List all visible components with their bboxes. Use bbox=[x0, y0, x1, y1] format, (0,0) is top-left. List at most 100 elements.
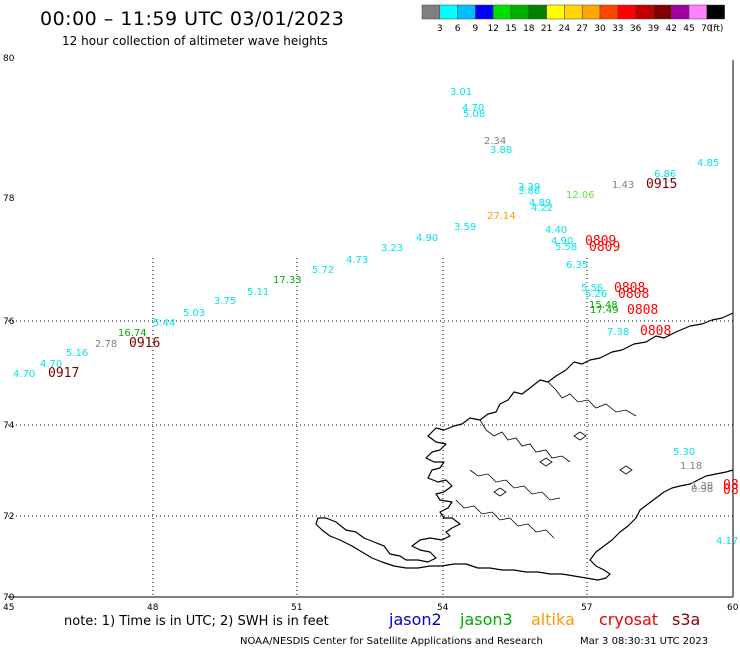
wave-height-value: 1.43 bbox=[612, 180, 634, 191]
lat-label: 78 bbox=[3, 194, 15, 204]
pass-time-label: 0809 bbox=[589, 240, 620, 255]
credit-line: NOAA/NESDIS Center for Satellite Applica… bbox=[240, 636, 543, 647]
pass-time-label: 0808 bbox=[614, 281, 645, 296]
colorbar-swatch bbox=[546, 4, 565, 20]
latitude-labels: 80 78 76 74 72 70 bbox=[3, 54, 15, 603]
colorbar-swatch bbox=[421, 4, 441, 20]
colorbar-tick-label: 45 bbox=[683, 24, 694, 34]
wave-height-value: 4.17 bbox=[716, 536, 738, 547]
colorbar-tick-label: 70 bbox=[701, 24, 713, 34]
colorbar-tick-label: 30 bbox=[594, 24, 606, 34]
wave-height-value: 3.75 bbox=[214, 296, 236, 307]
lat-label: 74 bbox=[3, 421, 15, 431]
generation-timestamp: Mar 3 08:30:31 UTC 2023 bbox=[580, 636, 708, 647]
lon-label: 51 bbox=[291, 603, 302, 613]
colorbar-swatch bbox=[457, 4, 476, 20]
colorbar-swatch bbox=[510, 4, 530, 20]
coast-detail-4 bbox=[455, 499, 555, 539]
colorbar-swatch bbox=[617, 4, 636, 20]
wave-height-value: 5.30 bbox=[673, 447, 695, 458]
wave-height-value: 5.03 bbox=[183, 308, 205, 319]
colorbar-tick-label: 36 bbox=[630, 24, 642, 34]
island-1 bbox=[573, 431, 587, 441]
wave-height-value: 4.89 bbox=[529, 198, 551, 209]
wave-height-value: 17.33 bbox=[273, 275, 302, 286]
pass-time-labels: 0915 0809 0809 0808 0808 0808 0808 0916 … bbox=[48, 177, 739, 498]
island-4 bbox=[619, 465, 633, 475]
wave-height-value: 0.98 bbox=[691, 484, 713, 495]
legend-jason3: jason3 bbox=[459, 610, 513, 629]
legend-jason2: jason2 bbox=[388, 610, 442, 629]
wave-height-value: 4.73 bbox=[346, 255, 368, 266]
graticule bbox=[8, 258, 733, 597]
wave-height-value: 5.11 bbox=[247, 287, 269, 298]
coast-detail-2 bbox=[547, 381, 637, 417]
island-3 bbox=[493, 487, 507, 497]
legend-cryosat: cryosat bbox=[599, 610, 658, 629]
lon-label: 54 bbox=[437, 603, 449, 613]
colorbar-swatch bbox=[564, 4, 583, 20]
colorbar-tick-label: 24 bbox=[559, 24, 571, 34]
map-title: 00:00 – 11:59 UTC 03/01/2023 bbox=[40, 8, 344, 30]
wave-height-value: 5.16 bbox=[66, 348, 88, 359]
colorbar-swatch bbox=[581, 4, 601, 20]
wave-height-value: 7.38 bbox=[607, 327, 629, 338]
wave-height-values: 3.01 4.70 5.08 2.34 3.88 4.85 6.86 1.43 … bbox=[13, 87, 738, 547]
lon-label: 45 bbox=[3, 603, 14, 613]
wave-height-value: 16.74 bbox=[118, 328, 147, 339]
wave-height-value: 17.49 bbox=[590, 305, 619, 316]
wave-height-value: 12.06 bbox=[566, 190, 595, 201]
wave-height-value: 5.72 bbox=[312, 265, 334, 276]
pass-time-label: 0808 bbox=[618, 287, 649, 302]
lat-label: 70 bbox=[3, 593, 15, 603]
pass-time-label: 0808 bbox=[640, 324, 671, 339]
pass-time-label: 0808 bbox=[627, 303, 658, 318]
colorbar-swatch bbox=[706, 4, 725, 20]
wave-height-value: 1.38 bbox=[691, 481, 713, 492]
legend-altika: altika bbox=[531, 610, 575, 629]
colorbar-tick-label: 15 bbox=[505, 24, 516, 34]
pass-time-label: 08 bbox=[723, 478, 739, 493]
pass-time-label: 0915 bbox=[646, 177, 677, 192]
wave-height-value: 27.14 bbox=[487, 211, 516, 222]
wave-height-value: 5.56 bbox=[581, 283, 603, 294]
colorbar-tick-label: 21 bbox=[541, 24, 552, 34]
map-subtitle: 12 hour collection of altimeter wave hei… bbox=[62, 34, 328, 48]
wave-height-value: 4.85 bbox=[697, 158, 719, 169]
island-2 bbox=[539, 457, 553, 467]
wave-height-value: 15.48 bbox=[589, 300, 618, 311]
wave-height-value: 6.35 bbox=[566, 260, 588, 271]
colorbar-tick-label: 39 bbox=[648, 24, 660, 34]
colorbar-tick-label: 18 bbox=[523, 24, 535, 34]
wave-height-value: 3.01 bbox=[450, 87, 472, 98]
colorbar-swatch bbox=[670, 4, 690, 20]
colorbar-swatch bbox=[475, 4, 494, 20]
wave-height-value: 4.70 bbox=[462, 103, 484, 114]
wave-height-value: 3.59 bbox=[454, 222, 476, 233]
colorbar-tick-label: 9 bbox=[473, 24, 479, 34]
colorbar-tick-label: 3 bbox=[437, 24, 443, 34]
lon-label: 60 bbox=[727, 603, 739, 613]
wave-height-value: 3.86 bbox=[518, 186, 540, 197]
longitude-labels: 45 48 51 54 57 60 bbox=[3, 603, 739, 613]
wave-height-value: 2.78 bbox=[95, 339, 117, 350]
pass-time-label: 0917 bbox=[48, 366, 79, 381]
wave-height-value: 5.26 bbox=[585, 289, 607, 300]
wave-height-value: 2.34 bbox=[484, 136, 506, 147]
colorbar-swatch bbox=[599, 4, 619, 20]
lat-label: 72 bbox=[3, 512, 14, 522]
colorbar-tick-label: 27 bbox=[576, 24, 587, 34]
wave-height-value: 5.08 bbox=[463, 109, 485, 120]
wave-height-value: 4.70 bbox=[40, 359, 62, 370]
wave-height-value: 4.90 bbox=[551, 236, 573, 247]
wave-height-value: 3.23 bbox=[381, 243, 403, 254]
lat-label: 80 bbox=[3, 54, 15, 64]
wave-height-value: 3.88 bbox=[490, 145, 512, 156]
colorbar-unit-label: (ft) bbox=[710, 24, 724, 34]
wave-height-value: 1.18 bbox=[680, 461, 702, 472]
colorbar-tick-label: 12 bbox=[487, 24, 498, 34]
coast-detail-1 bbox=[479, 419, 571, 463]
coast-detail-3 bbox=[469, 469, 561, 501]
pass-time-label: 0809 bbox=[585, 234, 616, 249]
